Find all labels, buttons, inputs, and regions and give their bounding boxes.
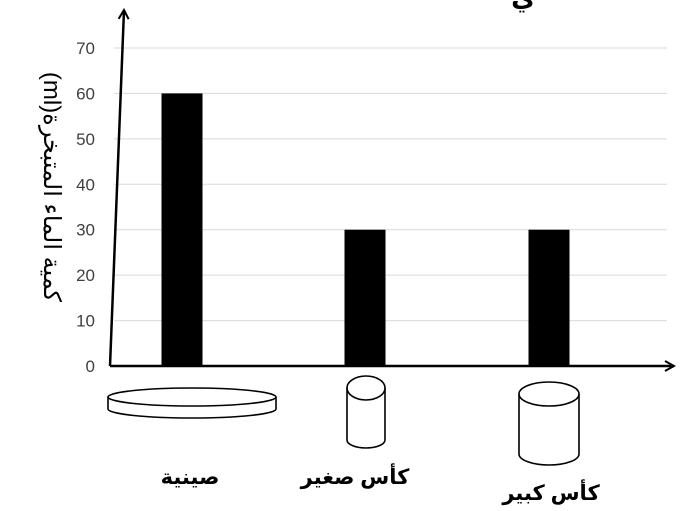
y-axis-title: كمية الماء المتبخرة(ml) bbox=[38, 72, 65, 303]
bars bbox=[161, 93, 570, 366]
y-tick-label: 10 bbox=[76, 312, 95, 331]
x-axis-categories: صينية كأس صغير كأس كبير bbox=[161, 462, 601, 505]
chart-title-fragment: ي bbox=[511, 0, 535, 13]
x-category-label: كأس كبير bbox=[501, 478, 600, 505]
bar bbox=[161, 93, 203, 366]
y-tick-label: 40 bbox=[76, 175, 95, 194]
y-tick-label: 70 bbox=[76, 39, 95, 58]
large-cup-icon bbox=[518, 381, 580, 466]
x-category-label: صينية bbox=[161, 466, 220, 489]
y-tick-label: 20 bbox=[76, 266, 95, 285]
y-axis bbox=[108, 10, 124, 367]
small-cup-icon bbox=[346, 375, 386, 449]
x-category-label: كأس صغير bbox=[300, 462, 410, 489]
bar bbox=[528, 229, 570, 366]
y-axis-ticks: 0 10 20 30 40 50 60 70 bbox=[76, 39, 95, 376]
y-tick-label: 30 bbox=[76, 221, 95, 240]
tray-icon bbox=[107, 387, 277, 419]
y-tick-label: 50 bbox=[76, 130, 95, 149]
bar bbox=[344, 229, 386, 366]
y-tick-label: 0 bbox=[86, 357, 95, 376]
y-tick-label: 60 bbox=[76, 84, 95, 103]
gridlines bbox=[114, 47, 667, 322]
